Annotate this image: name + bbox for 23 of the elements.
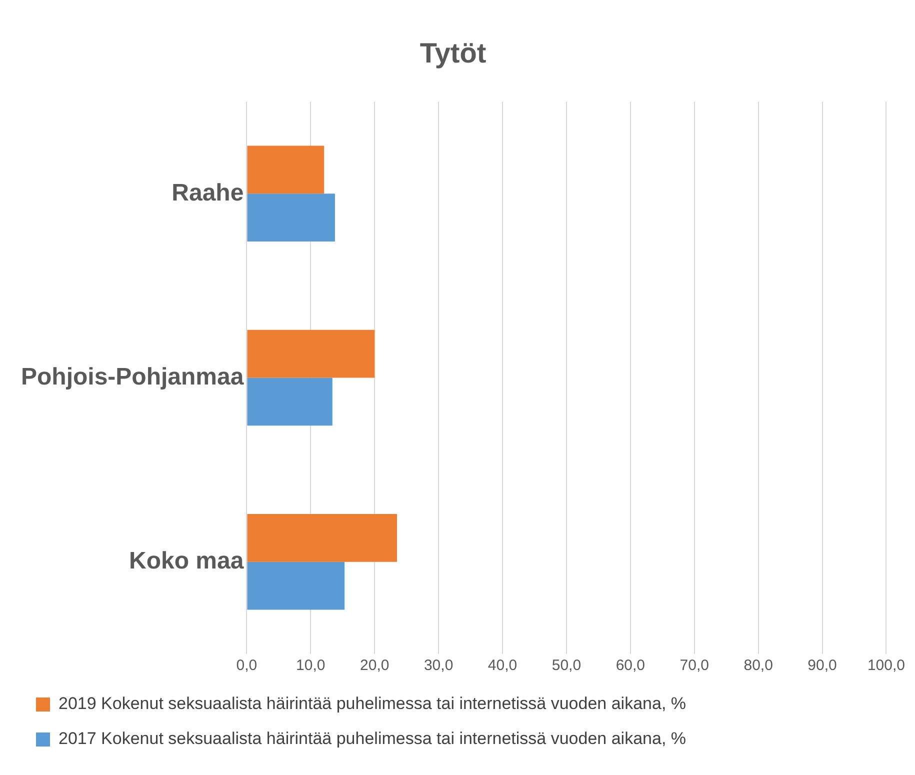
bar xyxy=(247,514,397,562)
x-tick-label: 40,0 xyxy=(488,657,518,674)
bar xyxy=(247,194,335,242)
bar xyxy=(247,330,375,378)
y-tick-label: Koko maa xyxy=(129,548,244,575)
x-tick-label: 50,0 xyxy=(552,657,582,674)
x-tick-label: 30,0 xyxy=(424,657,454,674)
chart-title: Tytöt xyxy=(420,38,486,69)
x-tick-label: 10,0 xyxy=(296,657,326,674)
x-tick-label: 0,0 xyxy=(236,657,258,674)
bar xyxy=(247,562,345,610)
x-tick-label: 80,0 xyxy=(744,657,773,674)
y-tick-label: Raahe xyxy=(172,179,244,206)
x-tick-label: 60,0 xyxy=(616,657,646,674)
legend-label: 2019 Kokenut seksuaalista häirintää puhelimessa tai internetissä vuoden aikana, % xyxy=(58,694,686,714)
x-tick-label: 70,0 xyxy=(680,657,709,674)
x-tick-label: 100,0 xyxy=(867,657,906,674)
x-tick-label: 90,0 xyxy=(808,657,837,674)
bar xyxy=(247,378,332,426)
legend-label: 2017 Kokenut seksuaalista häirintää puhelimessa tai internetissä vuoden aikana, % xyxy=(58,729,686,748)
bar xyxy=(247,146,324,194)
x-tick-label: 20,0 xyxy=(360,657,390,674)
y-tick-label: Pohjois-Pohjanmaa xyxy=(21,363,244,390)
